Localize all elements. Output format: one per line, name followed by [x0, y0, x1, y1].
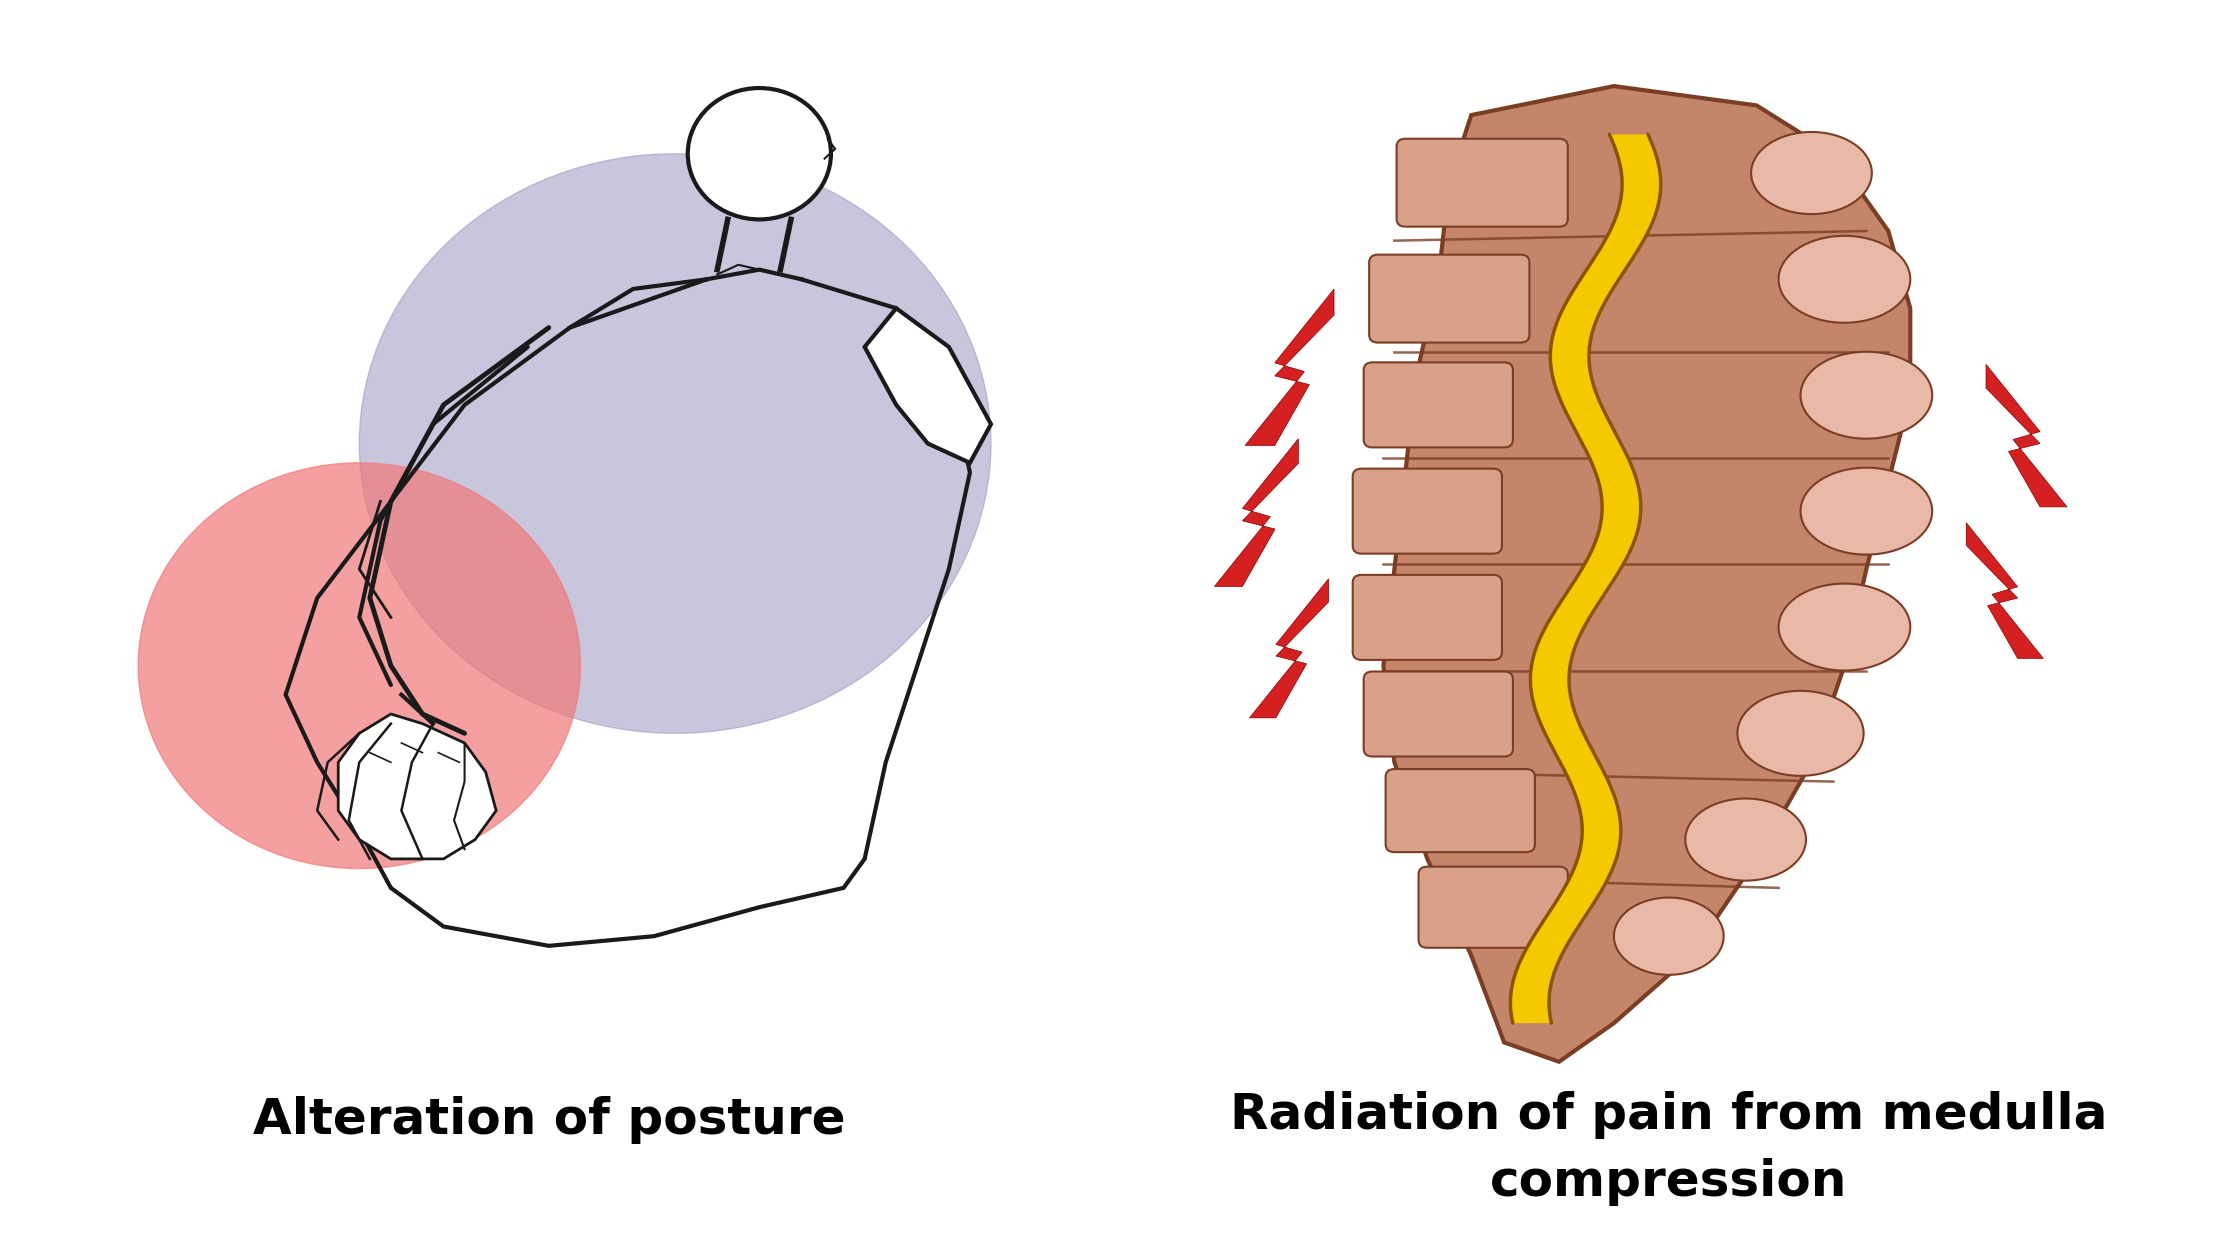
FancyBboxPatch shape: [1353, 575, 1503, 660]
Polygon shape: [1967, 523, 2043, 659]
FancyBboxPatch shape: [1418, 867, 1568, 948]
Polygon shape: [865, 309, 990, 462]
FancyBboxPatch shape: [1353, 469, 1503, 553]
Ellipse shape: [1801, 352, 1933, 438]
Ellipse shape: [1684, 799, 1805, 881]
Circle shape: [688, 88, 831, 219]
FancyBboxPatch shape: [1369, 255, 1530, 343]
Ellipse shape: [1752, 132, 1873, 214]
Polygon shape: [1987, 364, 2068, 507]
Circle shape: [139, 462, 580, 868]
Polygon shape: [1250, 578, 1328, 718]
FancyBboxPatch shape: [1364, 363, 1512, 447]
Polygon shape: [1214, 438, 1299, 586]
Polygon shape: [1245, 289, 1335, 446]
Ellipse shape: [1779, 583, 1911, 670]
Polygon shape: [1384, 86, 1911, 1062]
FancyBboxPatch shape: [1396, 139, 1568, 227]
Text: Alteration of posture: Alteration of posture: [253, 1096, 844, 1144]
Ellipse shape: [1779, 236, 1911, 323]
FancyBboxPatch shape: [1364, 672, 1512, 756]
Circle shape: [358, 154, 990, 733]
Polygon shape: [338, 714, 495, 859]
Polygon shape: [1510, 135, 1660, 1023]
Text: Radiation of pain from medulla
compression: Radiation of pain from medulla compressi…: [1230, 1091, 2108, 1206]
Ellipse shape: [1613, 897, 1723, 975]
FancyBboxPatch shape: [1387, 769, 1534, 852]
Ellipse shape: [1738, 690, 1864, 776]
Ellipse shape: [1801, 467, 1933, 554]
